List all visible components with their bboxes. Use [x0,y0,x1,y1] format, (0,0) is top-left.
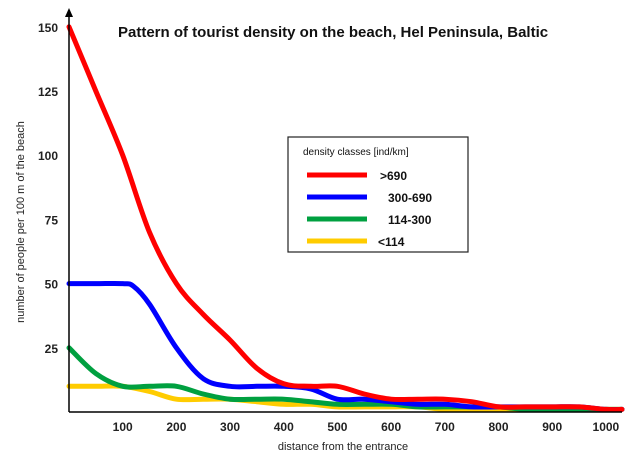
legend-label: >690 [380,169,407,183]
y-tick-label: 50 [45,278,59,292]
y-axis-label: number of people per 100 m of the beach [15,121,27,323]
x-tick-label: 900 [542,420,562,434]
series-line-1 [66,24,625,413]
series-line-3 [66,345,625,413]
x-tick-label: 100 [113,420,133,434]
x-tick-label: 1000 [593,420,620,434]
legend-label: <114 [378,235,405,249]
legend-title: density classes [ind/km] [303,147,409,158]
x-tick-label: 500 [327,420,347,434]
y-axis-arrow-icon [65,8,73,17]
legend-label: 300-690 [388,191,432,205]
legend-box [287,136,469,253]
x-tick-label: 200 [166,420,186,434]
series-lines [66,24,625,413]
x-tick-label: 800 [488,420,508,434]
legend: density classes [ind/km] >690 300-690 114-… [287,136,469,253]
y-tick-label: 100 [38,149,58,163]
y-tick-label: 150 [38,21,58,35]
x-tick-label: 400 [274,420,294,434]
x-tick-label: 300 [220,420,240,434]
y-tick-label: 125 [38,85,58,99]
y-tick-label: 25 [45,342,59,356]
x-tick-label: 600 [381,420,401,434]
chart-title: Pattern of tourist density on the beach,… [118,24,548,41]
legend-label: 114-300 [388,213,432,227]
x-axis-label: distance from the entrance [278,441,408,453]
tick-labels: 100 200 300 400 500 600 700 800 900 1000 25 50 75 100… [38,21,620,434]
axes [65,8,622,413]
x-tick-label: 700 [435,420,455,434]
y-tick-label: 75 [45,213,59,227]
